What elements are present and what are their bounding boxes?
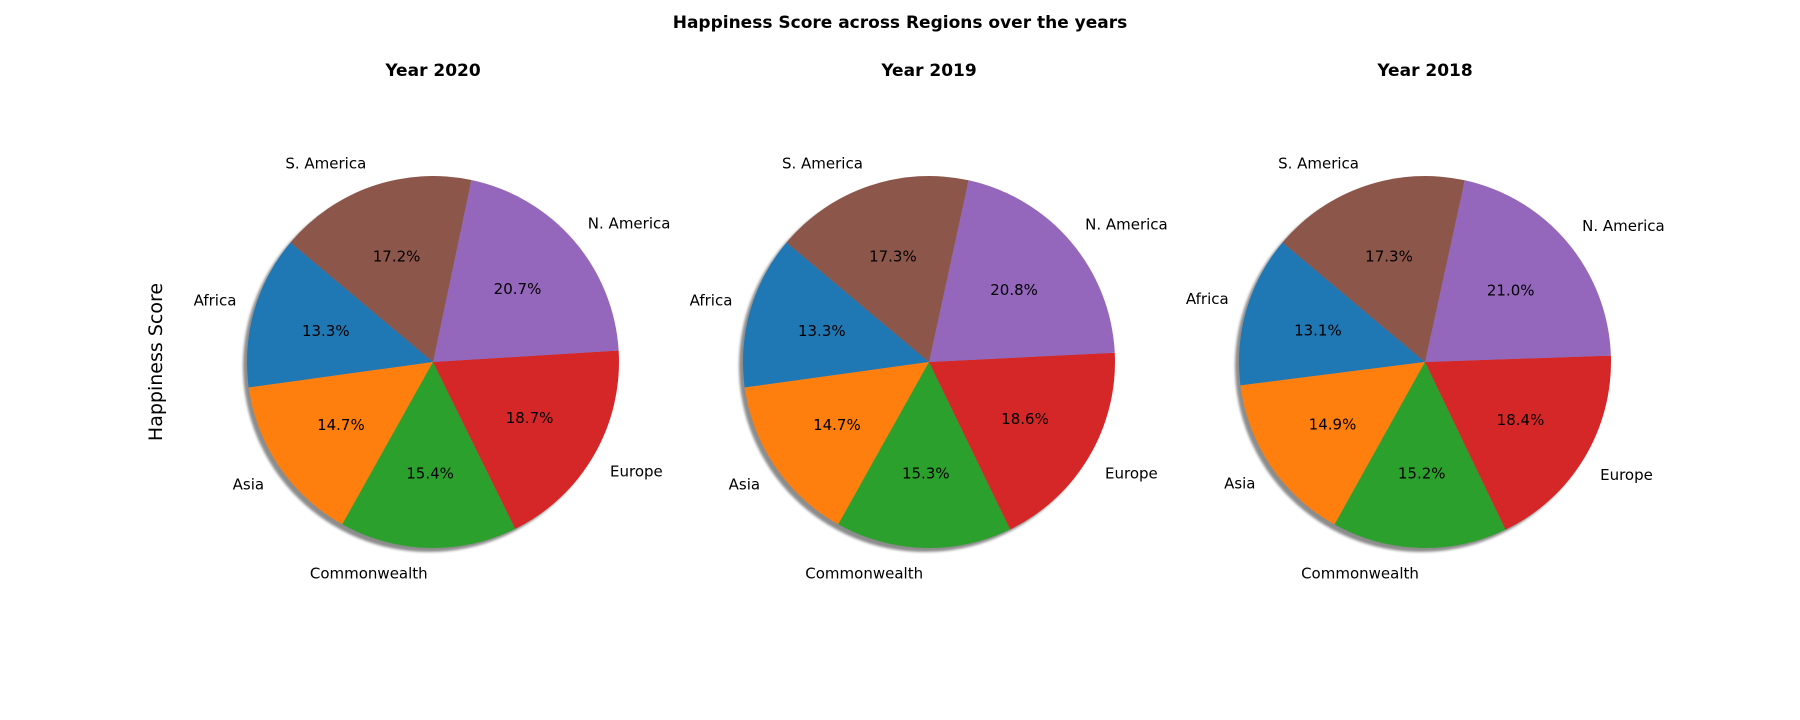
pct-label-europe: 18.6% — [1001, 410, 1049, 428]
pct-label-s-america: 17.3% — [869, 247, 917, 265]
pie-slice-s-america — [290, 175, 472, 362]
category-label-europe: Europe — [610, 463, 663, 481]
y-axis-label: Happiness Score — [145, 283, 167, 441]
pie-slice-commonwealth — [838, 362, 1011, 549]
pct-label-n-america: 20.7% — [494, 280, 542, 298]
pie-title: Year 2018 — [1376, 61, 1472, 81]
pie-slice-africa — [743, 242, 929, 388]
pct-label-asia: 14.7% — [813, 416, 861, 434]
pie-slice-africa — [247, 242, 433, 388]
pct-label-commonwealth: 15.2% — [1398, 465, 1446, 483]
pie-chart: Year 2018 13.1% Africa 14.9% Asia 15.2% Common… — [1186, 61, 1665, 583]
pie-slice-s-america — [786, 176, 969, 362]
pct-label-s-america: 17.2% — [373, 248, 421, 266]
category-label-asia: Asia — [233, 475, 264, 493]
pie-slice-asia — [1240, 362, 1425, 525]
pie-chart: Year 2020 13.3% Africa 14.7% Asia 15.4% Common… — [194, 61, 671, 583]
category-label-europe: Europe — [1600, 466, 1653, 484]
pie-slice-commonwealth — [1334, 362, 1506, 548]
pie-title: Year 2020 — [384, 61, 481, 81]
pct-label-commonwealth: 15.3% — [902, 465, 950, 483]
pct-label-asia: 14.7% — [317, 416, 365, 434]
pie-slice-n-america — [1425, 180, 1611, 362]
pie-slice-n-america — [433, 180, 619, 362]
pie-slice-europe — [1425, 355, 1612, 530]
pct-label-africa: 13.1% — [1294, 322, 1342, 340]
pct-label-asia: 14.9% — [1309, 416, 1357, 434]
pct-label-europe: 18.7% — [506, 409, 554, 427]
category-label-asia: Asia — [729, 475, 760, 493]
pie-slice-europe — [929, 352, 1115, 530]
category-label-africa: Africa — [1186, 290, 1229, 308]
pct-label-n-america: 21.0% — [1487, 282, 1535, 300]
pie-slice-africa — [1239, 242, 1425, 386]
category-label-commonwealth: Commonwealth — [1301, 565, 1419, 583]
pie-slice-s-america — [1282, 176, 1465, 362]
pie-charts: Year 2020 13.3% Africa 14.7% Asia 15.4% Common… — [194, 61, 1665, 583]
category-label-africa: Africa — [194, 291, 237, 309]
category-label-africa: Africa — [690, 291, 733, 309]
pie-slice-asia — [744, 362, 929, 525]
category-label-s-america: S. America — [1278, 154, 1359, 172]
pct-label-n-america: 20.8% — [990, 281, 1038, 299]
category-label-s-america: S. America — [285, 155, 366, 173]
category-label-n-america: N. America — [1085, 216, 1168, 234]
category-label-commonwealth: Commonwealth — [310, 565, 428, 583]
pct-label-commonwealth: 15.4% — [406, 465, 454, 483]
pie-chart: Year 2019 13.3% Africa 14.7% Asia 15.3% Common… — [690, 61, 1168, 583]
figure-title: Happiness Score across Regions over the … — [673, 13, 1128, 33]
pct-label-s-america: 17.3% — [1365, 247, 1413, 265]
pie-slice-europe — [433, 350, 619, 529]
pie-slice-commonwealth — [342, 362, 516, 548]
category-label-europe: Europe — [1105, 464, 1158, 482]
category-label-s-america: S. America — [782, 154, 863, 172]
pct-label-africa: 13.3% — [302, 322, 350, 340]
category-label-n-america: N. America — [588, 214, 671, 232]
pct-label-africa: 13.3% — [798, 322, 846, 340]
category-label-commonwealth: Commonwealth — [805, 565, 923, 583]
pie-title: Year 2019 — [880, 61, 976, 81]
pie-slice-n-america — [929, 180, 1115, 362]
pie-slice-asia — [248, 362, 433, 525]
category-label-n-america: N. America — [1582, 217, 1665, 235]
pct-label-europe: 18.4% — [1497, 411, 1545, 429]
category-label-asia: Asia — [1224, 475, 1255, 493]
